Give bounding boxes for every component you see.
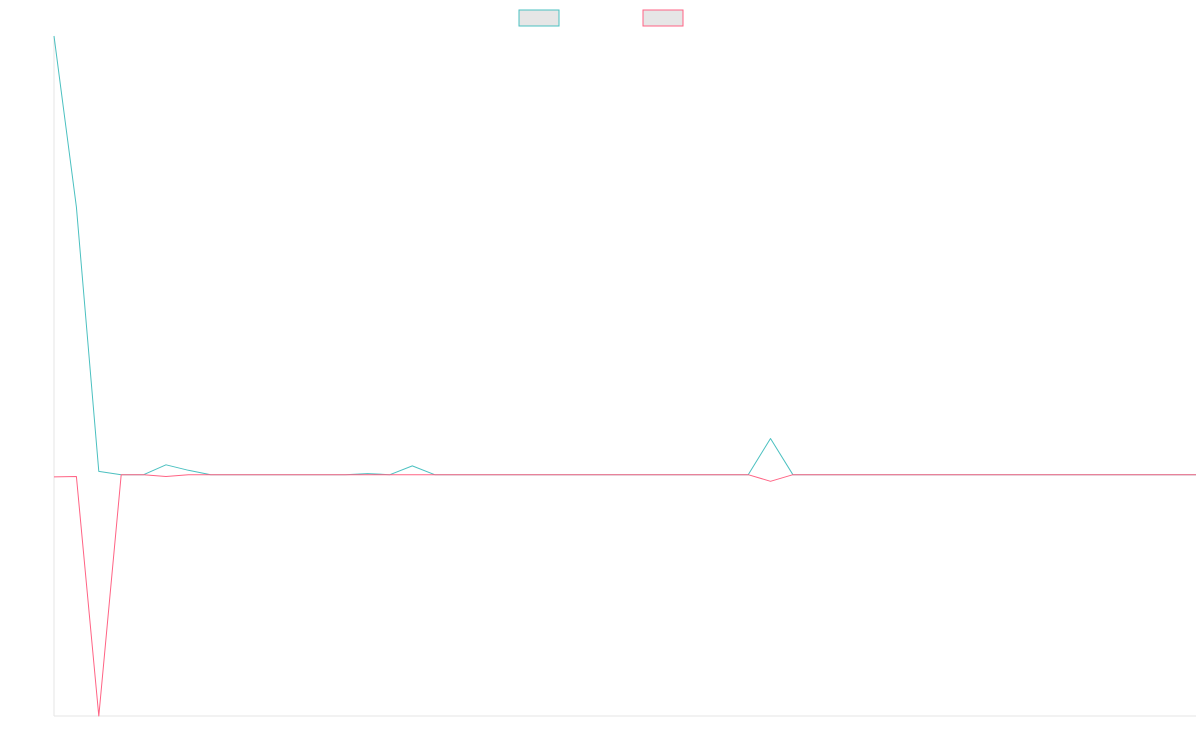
series-2-point[interactable] xyxy=(947,472,953,478)
series-2-point[interactable] xyxy=(678,472,684,478)
series-2-point[interactable] xyxy=(611,472,617,478)
axes xyxy=(53,36,1196,717)
legend-swatch[interactable] xyxy=(518,9,560,27)
series-2-point[interactable] xyxy=(1014,472,1020,478)
series-2-point[interactable] xyxy=(745,472,751,478)
series-2-point[interactable] xyxy=(275,472,281,478)
series-2-point[interactable] xyxy=(1171,472,1177,478)
series-2-point[interactable] xyxy=(857,472,863,478)
series-2-point[interactable] xyxy=(432,472,438,478)
series-2-point[interactable] xyxy=(297,472,303,478)
series-lines xyxy=(51,33,1199,719)
series-1-point[interactable] xyxy=(163,462,169,468)
series-2-point[interactable] xyxy=(342,472,348,478)
series-2-point[interactable] xyxy=(521,472,527,478)
series-2-point[interactable] xyxy=(208,472,214,478)
series-2-point[interactable] xyxy=(96,713,102,719)
series-2-point[interactable] xyxy=(185,472,191,478)
series-2-point[interactable] xyxy=(902,472,908,478)
series-2-point[interactable] xyxy=(588,472,594,478)
series-2-point[interactable] xyxy=(51,474,57,480)
series-2-point[interactable] xyxy=(320,472,326,478)
series-2-point[interactable] xyxy=(73,474,79,480)
series-2-point[interactable] xyxy=(880,472,886,478)
series-2-point[interactable] xyxy=(700,472,706,478)
series-2-point[interactable] xyxy=(544,472,550,478)
series-2-point[interactable] xyxy=(163,474,169,480)
series-2-point[interactable] xyxy=(1036,472,1042,478)
series-2-point[interactable] xyxy=(1126,472,1132,478)
series-2-point[interactable] xyxy=(835,472,841,478)
legend-item-series-2[interactable] xyxy=(642,9,684,27)
series-2-point[interactable] xyxy=(253,472,259,478)
series-2-point[interactable] xyxy=(924,472,930,478)
legend-swatch[interactable] xyxy=(642,9,684,27)
series-2-point[interactable] xyxy=(141,472,147,478)
series-2-point[interactable] xyxy=(812,472,818,478)
series-2-point[interactable] xyxy=(499,472,505,478)
series-2-point[interactable] xyxy=(790,472,796,478)
series-2-point[interactable] xyxy=(387,472,393,478)
series-2-point[interactable] xyxy=(768,478,774,484)
series-1-point[interactable] xyxy=(409,463,415,469)
series-2-point[interactable] xyxy=(969,472,975,478)
series-1-point[interactable] xyxy=(96,468,102,474)
series-1-point[interactable] xyxy=(768,436,774,442)
legend-item-series-1[interactable] xyxy=(518,9,560,27)
series-1-point[interactable] xyxy=(73,204,79,210)
series-1-point[interactable] xyxy=(51,33,57,39)
series-2-point[interactable] xyxy=(365,472,371,478)
series-2-point[interactable] xyxy=(566,472,572,478)
series-2-point[interactable] xyxy=(1193,472,1199,478)
legend[interactable] xyxy=(518,9,684,27)
series-2-point[interactable] xyxy=(118,472,124,478)
series-2-point[interactable] xyxy=(409,472,415,478)
series-2-point[interactable] xyxy=(1148,472,1154,478)
series-2-point[interactable] xyxy=(477,472,483,478)
series-2-point[interactable] xyxy=(230,472,236,478)
series-2-line xyxy=(53,474,1196,717)
series-2-point[interactable] xyxy=(723,472,729,478)
series-2-point[interactable] xyxy=(1081,472,1087,478)
series-2-point[interactable] xyxy=(1059,472,1065,478)
series-2-point[interactable] xyxy=(656,472,662,478)
series-1-line xyxy=(53,35,1196,476)
series-2-point[interactable] xyxy=(633,472,639,478)
series-2-point[interactable] xyxy=(992,472,998,478)
series-2-point[interactable] xyxy=(1103,472,1109,478)
series-2-point[interactable] xyxy=(454,472,460,478)
